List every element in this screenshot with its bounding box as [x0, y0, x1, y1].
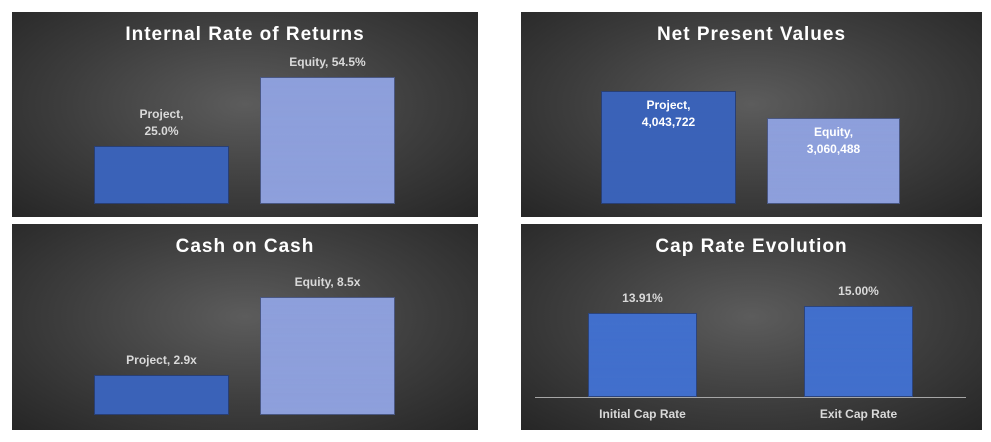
chart-title: Net Present Values — [656, 24, 847, 45]
bar — [94, 145, 229, 204]
x-tick-label: Initial Cap Rate — [599, 407, 686, 421]
data-label: Project, 2.9x — [126, 352, 197, 367]
bar — [260, 76, 395, 204]
data-label: 13.91% — [622, 290, 663, 305]
data-label: Project, 4,043,722 — [641, 97, 696, 129]
x-tick-label: Exit Cap Rate — [819, 407, 898, 421]
bar — [260, 296, 395, 415]
chart-panel: Cap Rate Evolution 13.91% Initial Cap Rate… — [521, 224, 982, 430]
chart-panel: Net Present Values Project, 4,043,722 Equi… — [521, 12, 982, 217]
bar — [767, 118, 900, 204]
bar — [804, 306, 913, 397]
data-label: Project, 25.0% — [139, 106, 184, 138]
x-axis — [535, 397, 966, 398]
chart-title: Cash on Cash — [175, 236, 315, 257]
data-label: Equity, 54.5% — [289, 54, 366, 69]
chart-title: Cap Rate Evolution — [655, 236, 848, 257]
bar — [601, 90, 736, 204]
data-label: Equity, 3,060,488 — [806, 125, 861, 157]
chart-panel: Cash on Cash Project, 2.9x Equity, 8.5x — [12, 224, 478, 430]
bar — [588, 312, 697, 397]
chart-title: Internal Rate of Returns — [125, 24, 365, 45]
chart-panel: Internal Rate of Returns Project, 25.0% Eq… — [12, 12, 478, 217]
data-label: Equity, 8.5x — [294, 274, 361, 289]
data-label: 15.00% — [838, 284, 879, 299]
bar — [94, 374, 229, 415]
